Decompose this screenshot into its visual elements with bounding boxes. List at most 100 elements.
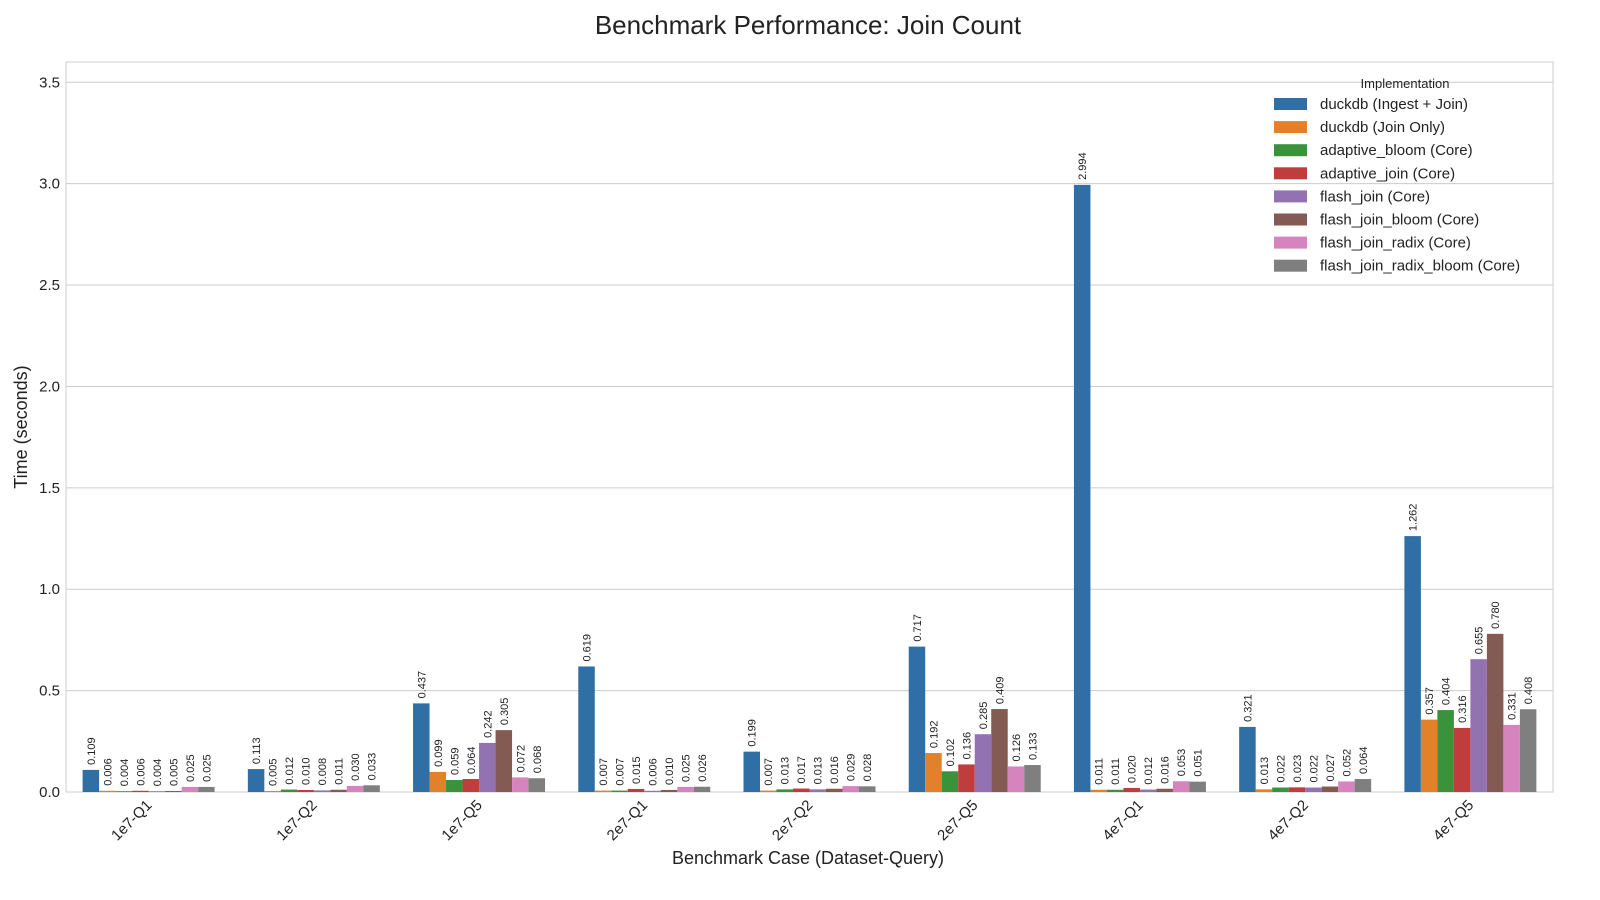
data-label: 0.619 xyxy=(582,634,594,662)
x-tick-label: 4e7-Q1 xyxy=(1099,797,1146,844)
bar xyxy=(677,786,694,792)
x-tick-label: 2e7-Q1 xyxy=(604,797,651,844)
data-label: 0.022 xyxy=(1308,755,1320,783)
data-label: 0.004 xyxy=(152,759,164,787)
bar xyxy=(446,780,463,792)
bar xyxy=(346,785,364,792)
bar xyxy=(198,786,215,792)
bar xyxy=(1255,789,1273,792)
x-axis-ticks: 1e7-Q1 1e7-Q2 1e7-Q5 2e7-Q1 2e7-Q2 2e7-Q5 4e7-… xyxy=(108,797,1477,844)
data-label: 0.126 xyxy=(1011,734,1023,762)
legend-item: adaptive_join (Core) xyxy=(1274,165,1455,182)
bar xyxy=(313,790,331,792)
data-label: 0.011 xyxy=(1094,758,1106,785)
bar xyxy=(594,790,612,792)
bar xyxy=(925,753,942,792)
bar xyxy=(1090,789,1107,792)
data-label: 0.010 xyxy=(301,757,313,785)
data-label: 0.192 xyxy=(928,721,940,749)
y-tick-label: 3.0 xyxy=(39,176,60,193)
bar xyxy=(479,742,496,792)
data-label: 0.015 xyxy=(631,756,643,784)
bar xyxy=(1239,726,1256,792)
bar xyxy=(958,764,975,792)
bar xyxy=(793,788,810,792)
bar xyxy=(1024,765,1041,792)
data-label: 0.017 xyxy=(796,756,808,784)
x-tick-label: 1e7-Q2 xyxy=(273,797,320,844)
bar xyxy=(413,703,430,792)
bar xyxy=(1486,633,1504,792)
legend-item: duckdb (Join Only) xyxy=(1274,119,1445,136)
bar xyxy=(1139,789,1157,792)
legend-swatch xyxy=(1274,236,1307,249)
bar xyxy=(1305,787,1322,792)
data-label: 0.357 xyxy=(1424,687,1436,715)
data-label: 0.064 xyxy=(1358,746,1370,774)
bar xyxy=(627,788,645,792)
data-label: 0.008 xyxy=(317,758,329,786)
legend-label: duckdb (Join Only) xyxy=(1320,119,1445,136)
data-label: 0.013 xyxy=(780,757,792,785)
bar xyxy=(148,791,166,792)
bar xyxy=(1519,709,1537,792)
bar xyxy=(693,786,711,792)
y-tick-label: 2.0 xyxy=(39,378,60,395)
data-label: 0.316 xyxy=(1457,695,1469,723)
chart-title: Benchmark Performance: Join Count xyxy=(595,10,1022,40)
legend-item: flash_join_bloom (Core) xyxy=(1274,212,1479,229)
bar xyxy=(181,786,199,792)
data-label: 0.437 xyxy=(416,671,428,699)
bar xyxy=(991,709,1008,792)
bar xyxy=(743,751,760,792)
data-label: 0.025 xyxy=(185,754,197,782)
bar xyxy=(330,789,347,792)
legend-label: duckdb (Ingest + Join) xyxy=(1320,96,1468,113)
bar xyxy=(776,789,793,792)
data-label: 0.006 xyxy=(135,758,147,786)
bar xyxy=(264,790,281,792)
x-tick-label: 4e7-Q5 xyxy=(1430,797,1477,844)
bar xyxy=(512,777,529,792)
bar xyxy=(99,790,116,792)
data-label: 0.133 xyxy=(1027,732,1039,760)
data-label: 0.016 xyxy=(1160,756,1172,784)
legend-item: flash_join_radix_bloom (Core) xyxy=(1274,258,1520,275)
y-axis-label: Time (seconds) xyxy=(11,365,31,488)
data-label: 0.059 xyxy=(449,748,461,776)
bar xyxy=(1172,781,1190,792)
bar xyxy=(660,789,678,792)
bar xyxy=(842,786,859,792)
bar xyxy=(247,769,265,792)
bar xyxy=(1272,787,1289,792)
legend-swatch xyxy=(1274,190,1307,203)
data-label: 0.010 xyxy=(664,757,676,785)
bar xyxy=(1503,724,1520,792)
data-label: 0.027 xyxy=(1325,754,1337,782)
bar xyxy=(429,771,447,792)
data-label: 0.052 xyxy=(1341,749,1353,777)
bar xyxy=(1338,781,1355,792)
legend-item: duckdb (Ingest + Join) xyxy=(1274,96,1468,113)
data-label: 0.026 xyxy=(697,754,709,782)
bar xyxy=(82,769,100,792)
data-label: 0.013 xyxy=(1259,757,1271,785)
y-tick-label: 3.5 xyxy=(39,74,60,91)
data-label: 0.099 xyxy=(433,739,445,767)
data-label: 0.016 xyxy=(829,756,841,784)
bar xyxy=(1453,727,1471,792)
bar xyxy=(1354,779,1372,792)
data-label: 0.331 xyxy=(1507,692,1519,720)
legend-swatch xyxy=(1274,259,1307,272)
data-label: 0.029 xyxy=(846,754,858,782)
data-label: 0.006 xyxy=(102,758,114,786)
data-label: 0.023 xyxy=(1292,755,1304,783)
legend-swatch xyxy=(1274,98,1307,110)
legend-swatch xyxy=(1274,213,1307,226)
y-tick-label: 1.0 xyxy=(39,581,60,598)
x-tick-label: 2e7-Q5 xyxy=(934,797,981,844)
data-label: 0.007 xyxy=(763,758,775,786)
data-label: 0.102 xyxy=(945,739,957,767)
data-label: 0.007 xyxy=(615,758,627,786)
